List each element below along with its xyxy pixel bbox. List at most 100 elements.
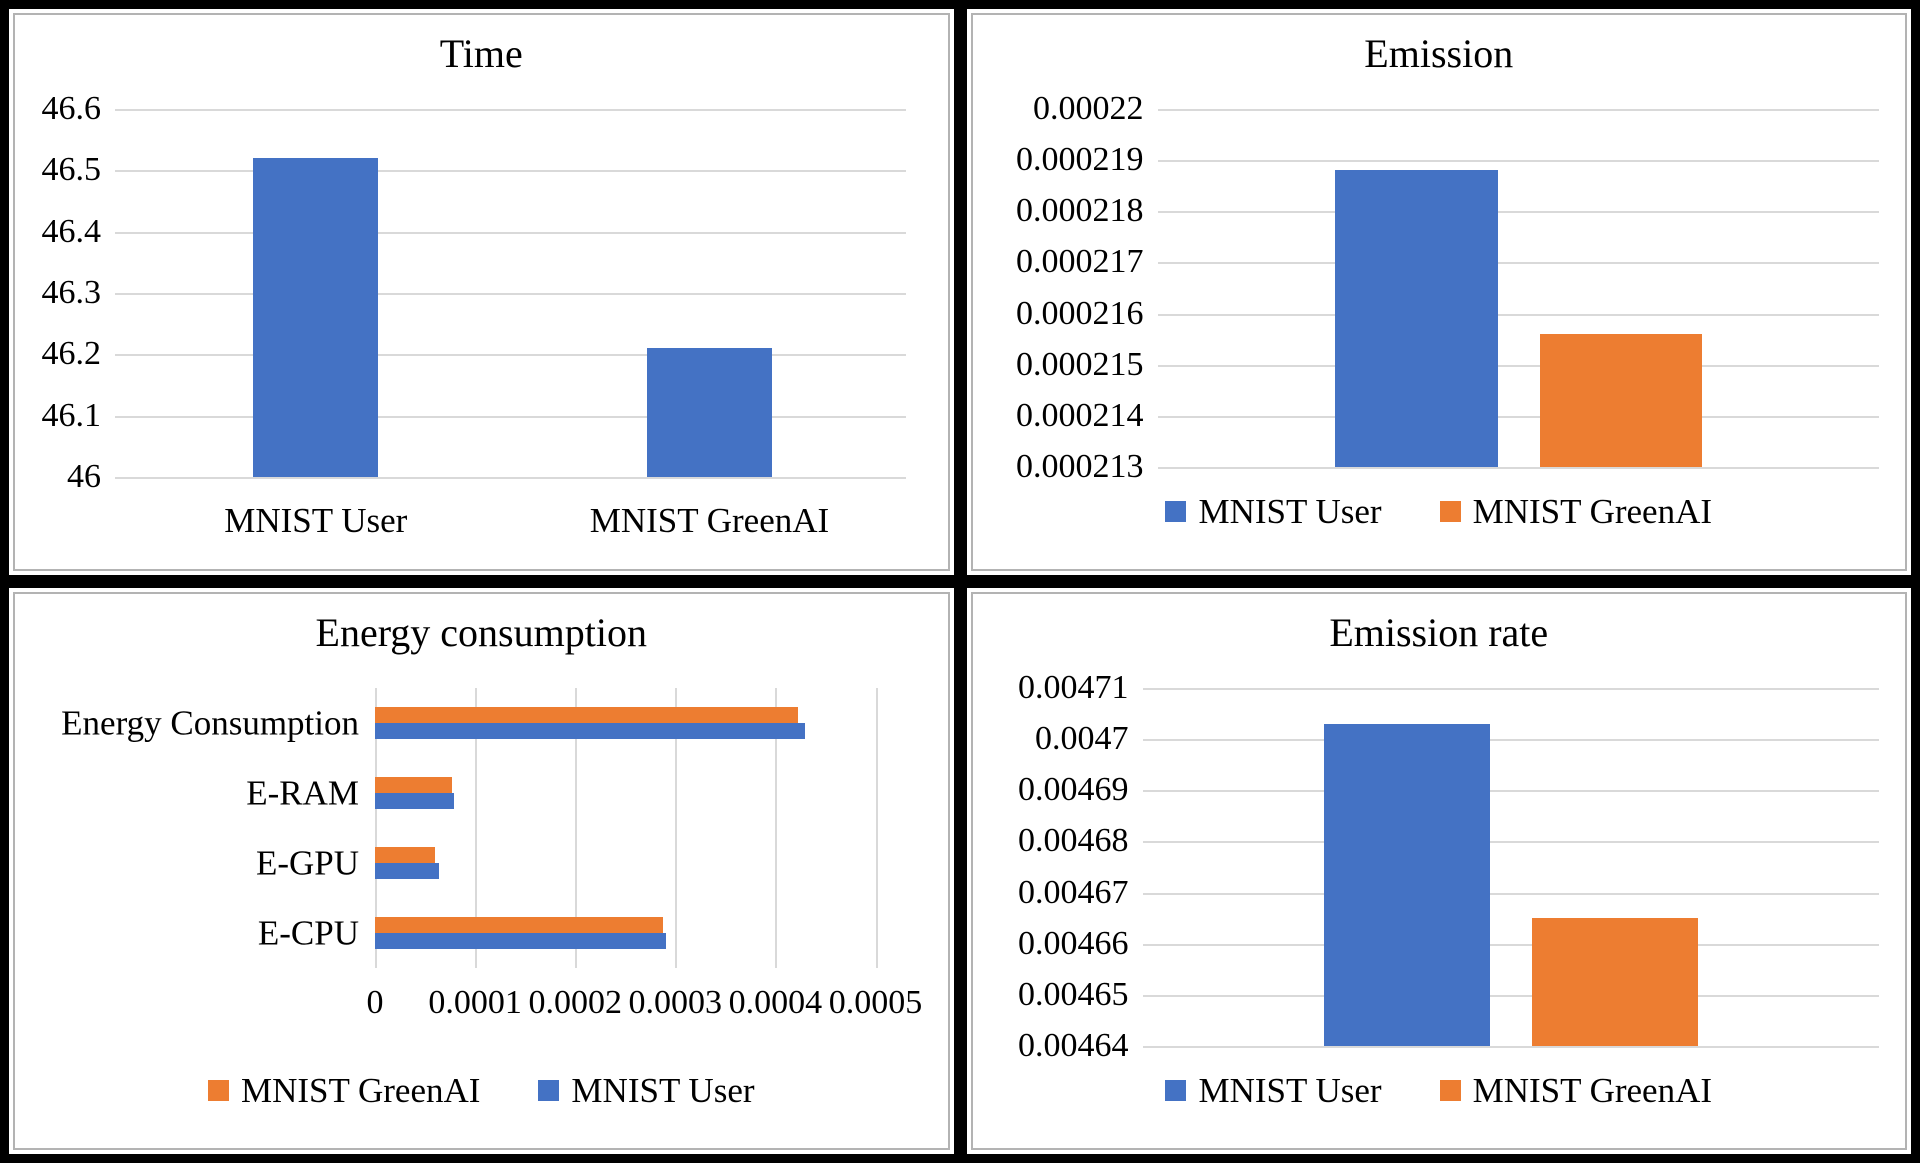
bar-mnist-user xyxy=(253,158,379,477)
y-axis-tick-label: 46.6 xyxy=(41,90,102,127)
y-axis-tick-label: 46 xyxy=(67,458,101,495)
category-label-e-cpu: E-CPU xyxy=(257,913,359,953)
emission-chart: 0.00022 0.000219 0.000218 0.000217 0.000216 0… xyxy=(973,77,1906,569)
x-axis-tick-labels: 0 0.0001 0.0002 0.0003 0.0004 0.0005 xyxy=(367,968,923,1046)
plot-area: 0.00022 0.000219 0.000218 0.000217 0.000216 0… xyxy=(1016,92,1879,484)
bar-mnist-user xyxy=(1335,170,1498,467)
emission-rate-chart-cell: Emission rate 0.00471 0.0047 0.00469 0.0046… xyxy=(966,588,1911,1154)
emission-chart-cell: Emission 0.00022 0.000219 0.000218 0.000217… xyxy=(966,9,1911,575)
gridline xyxy=(575,688,578,968)
gridline xyxy=(115,293,906,295)
legend-swatch-orange xyxy=(207,1079,229,1101)
gridline xyxy=(1142,688,1879,690)
gridline xyxy=(115,354,906,357)
energy-consumption-chart: Energy Consumption E-RAM E-GPU E-CPU 0 0.0001… xyxy=(15,656,948,1148)
gridline xyxy=(1142,841,1879,844)
bar-mnist-greenai-energy-consumption xyxy=(375,706,799,723)
time-chart-panel: Time 46.6 46.5 46.4 46.3 46.2 46.1 46 MNIST Use… xyxy=(13,13,950,571)
energy-chart-panel: Energy consumption Energy Consumption E-R… xyxy=(13,592,950,1150)
emission-chart-title: Emission xyxy=(1364,31,1514,76)
legend-label: MNIST GreenAI xyxy=(1472,491,1713,531)
legend-swatch-orange xyxy=(1439,1079,1461,1101)
bar-mnist-greenai-e-gpu xyxy=(375,846,436,863)
category-label-e-ram: E-RAM xyxy=(246,773,359,813)
x-axis-tick-label: 0.0001 xyxy=(428,984,522,1021)
emission-rate-chart: 0.00471 0.0047 0.00469 0.00468 0.00467 0.0046… xyxy=(973,656,1906,1148)
gridline xyxy=(1157,262,1879,265)
legend-swatch-blue xyxy=(538,1079,560,1101)
gridline xyxy=(1157,160,1879,163)
plot-area: 0.00471 0.0047 0.00469 0.00468 0.00467 0.0046… xyxy=(1018,671,1879,1063)
emission-rate-chart-title: Emission rate xyxy=(1329,610,1549,655)
gridline xyxy=(475,688,478,968)
bar-mnist-user-e-ram xyxy=(375,793,454,810)
y-axis-tick-label: 0.000218 xyxy=(1016,192,1144,230)
y-axis-tick-label: 0.000219 xyxy=(1016,141,1144,179)
gridline xyxy=(115,477,906,479)
legend-label: MNIST User xyxy=(1198,491,1382,531)
x-axis-tick-label: 0.0002 xyxy=(528,984,622,1021)
gridline xyxy=(1157,415,1879,418)
gridline xyxy=(775,688,778,968)
y-axis-tick-label: 0.00468 xyxy=(1018,822,1129,860)
legend-swatch-orange xyxy=(1439,500,1461,522)
energy-chart-title: Energy consumption xyxy=(315,610,647,655)
y-axis-tick-label: 0.00467 xyxy=(1018,873,1129,911)
time-chart: 46.6 46.5 46.4 46.3 46.2 46.1 46 MNIST User MNIS… xyxy=(15,77,948,569)
gridline xyxy=(1157,313,1879,316)
gridline xyxy=(1142,739,1879,742)
y-axis-tick-label: 0.00022 xyxy=(1033,90,1144,127)
legend-item-mnist-user: MNIST User xyxy=(1165,491,1382,531)
y-axis-tick-label: 0.00464 xyxy=(1018,1027,1129,1064)
bar-mnist-user-e-cpu xyxy=(375,933,667,950)
chart-legend: MNIST GreenAI MNIST User xyxy=(15,1046,948,1134)
y-axis-tick-label: 0.0047 xyxy=(1035,720,1129,758)
bar-mnist-greenai-e-ram xyxy=(375,776,453,793)
y-axis-tick-label: 46.5 xyxy=(41,151,102,189)
y-axis-tick-label: 46.3 xyxy=(41,274,102,311)
legend-item-mnist-greenai: MNIST GreenAI xyxy=(207,1073,480,1108)
y-axis-tick-label: 46.4 xyxy=(41,212,102,250)
gridline xyxy=(1142,943,1879,946)
bar-mnist-user-energy-consumption xyxy=(375,723,806,740)
bar-mnist-user xyxy=(1324,723,1490,1046)
y-axis-tick-label: 0.00466 xyxy=(1018,924,1129,962)
x-axis-tick-label: 0.0005 xyxy=(828,984,923,1021)
gridline xyxy=(875,688,878,968)
gridline xyxy=(1157,467,1879,469)
y-axis-tick-label: 0.000214 xyxy=(1016,396,1144,434)
bar-mnist-greenai-e-cpu xyxy=(375,916,664,933)
bar-mnist-greenai xyxy=(1539,334,1702,467)
y-axis-tick-label: 0.00471 xyxy=(1018,669,1129,706)
gridline xyxy=(1142,892,1879,895)
gridline xyxy=(1142,790,1879,793)
plot-area: Energy Consumption E-RAM E-GPU E-CPU xyxy=(61,688,878,968)
y-axis-tick-label: 0.000213 xyxy=(1016,448,1144,485)
legend-item-mnist-greenai: MNIST GreenAI xyxy=(1439,491,1713,531)
bar-mnist-greenai xyxy=(1532,918,1699,1046)
legend-label: MNIST GreenAI xyxy=(1472,1070,1713,1110)
y-axis-tick-label: 0.000217 xyxy=(1016,243,1144,281)
y-axis-tick-label: 46.1 xyxy=(41,396,102,434)
y-axis-tick-label: 0.00469 xyxy=(1018,771,1129,809)
y-axis-tick-label: 46.2 xyxy=(41,335,102,373)
category-label-mnist-user: MNIST User xyxy=(224,501,408,540)
bar-mnist-user-e-gpu xyxy=(375,863,439,880)
emission-rate-chart-panel: Emission rate 0.00471 0.0047 0.00469 0.0046… xyxy=(970,592,1907,1150)
y-axis-tick-label: 0.000216 xyxy=(1016,294,1144,332)
x-axis-category-labels: MNIST User MNIST GreenAI xyxy=(115,477,906,555)
gridline xyxy=(675,688,678,968)
legend-label: MNIST User xyxy=(571,1070,755,1110)
gridline xyxy=(1142,994,1879,997)
bar-mnist-greenai xyxy=(647,348,772,477)
category-label-e-gpu: E-GPU xyxy=(255,843,359,883)
category-label-energy-consumption: Energy Consumption xyxy=(61,703,359,743)
gridline xyxy=(1157,211,1879,214)
category-label-mnist-greenai: MNIST GreenAI xyxy=(589,501,830,540)
plot-area: 46.6 46.5 46.4 46.3 46.2 46.1 46 xyxy=(42,92,906,494)
gridline xyxy=(1157,109,1879,111)
legend-item-mnist-user: MNIST User xyxy=(1165,1073,1382,1108)
gridline xyxy=(1142,1046,1879,1048)
gridline xyxy=(115,415,906,418)
